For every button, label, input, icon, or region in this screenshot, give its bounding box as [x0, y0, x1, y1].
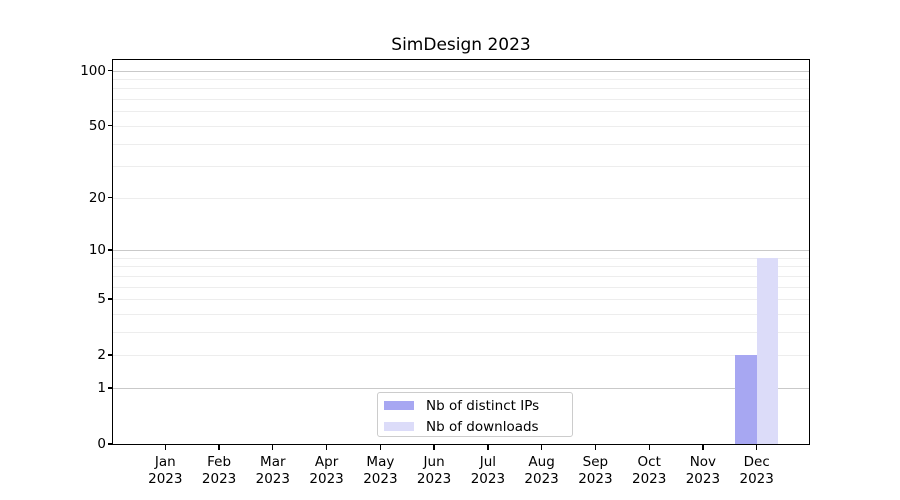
gridline-minor — [113, 143, 809, 145]
gridline-minor — [113, 166, 809, 168]
y-tick-mark — [108, 387, 113, 389]
gridline-minor — [113, 299, 809, 300]
x-tick-month: Jun — [423, 454, 445, 470]
x-tick-mark — [272, 445, 274, 450]
y-tick-mark — [108, 443, 113, 445]
x-tick-mark — [218, 445, 220, 450]
x-tick-year: 2023 — [201, 471, 237, 487]
y-tick-label: 1 — [97, 379, 106, 396]
y-tick-mark — [108, 354, 113, 356]
y-tick-label: 50 — [88, 117, 106, 134]
y-tick-mark — [108, 69, 113, 72]
gridline-minor — [113, 275, 809, 277]
gridline-minor — [113, 111, 809, 113]
gridline-minor — [113, 286, 809, 288]
y-tick-label: 10 — [88, 241, 106, 258]
x-tick-mark — [756, 445, 758, 450]
x-tick-year: 2023 — [363, 471, 398, 487]
y-tick-mark — [108, 196, 113, 199]
x-tick-year: 2023 — [416, 471, 452, 487]
gridline-minor — [113, 99, 809, 100]
bar-downloads — [756, 257, 779, 444]
gridline-major — [113, 70, 809, 72]
x-tick-year: 2023 — [148, 471, 183, 487]
gridline-major — [113, 387, 809, 389]
x-tick-month: Oct — [637, 454, 661, 470]
x-tick-label: Aug 2023 — [510, 454, 574, 488]
x-tick-mark — [702, 445, 704, 450]
x-tick-year: 2023 — [255, 471, 290, 487]
legend-swatch-distinct-ips — [384, 400, 414, 411]
x-tick-mark — [379, 445, 382, 450]
gridline-minor — [113, 88, 809, 90]
x-tick-month: Jul — [479, 454, 497, 470]
gridline-minor — [113, 197, 809, 199]
bar-distinct-ips — [735, 355, 757, 444]
x-tick-month: Apr — [314, 454, 339, 470]
x-tick-month: Sep — [582, 454, 609, 470]
x-tick-month: Dec — [743, 454, 770, 470]
x-tick-month: Jan — [154, 454, 176, 470]
x-tick-month: May — [366, 454, 395, 470]
legend-row-distinct-ips: Nb of distinct IPs — [384, 396, 572, 415]
y-tick-label: 0 — [97, 436, 106, 452]
x-tick-label: Sep 2023 — [563, 454, 627, 488]
legend-swatch-downloads — [384, 421, 414, 432]
gridline-minor — [113, 355, 809, 357]
x-tick-mark — [164, 445, 166, 450]
x-tick-label: Jul 2023 — [456, 454, 520, 488]
x-tick-label: Jun 2023 — [402, 454, 466, 488]
x-tick-year: 2023 — [470, 471, 506, 487]
x-tick-year: 2023 — [578, 471, 613, 487]
legend-label-distinct-ips: Nb of distinct IPs — [426, 397, 540, 414]
x-tick-month: Nov — [689, 454, 717, 470]
x-tick-mark — [540, 445, 543, 450]
x-tick-label: May 2023 — [348, 454, 412, 488]
legend-row-downloads: Nb of downloads — [384, 417, 572, 436]
x-tick-label: Apr 2023 — [295, 454, 359, 488]
x-tick-year: 2023 — [632, 471, 667, 487]
x-tick-month: Aug — [528, 454, 555, 470]
x-tick-mark — [433, 445, 435, 450]
x-tick-mark — [594, 445, 597, 450]
y-tick-label: 100 — [80, 62, 106, 79]
x-tick-year: 2023 — [524, 471, 559, 487]
x-tick-label: Jan 2023 — [133, 454, 197, 488]
x-tick-label: Mar 2023 — [241, 454, 305, 488]
x-tick-year: 2023 — [309, 471, 344, 487]
legend: Nb of distinct IPs Nb of downloads — [377, 392, 573, 437]
x-tick-month: Mar — [260, 454, 286, 470]
gridline-minor — [113, 78, 809, 80]
gridline-minor — [113, 331, 809, 333]
x-tick-label: Dec 2023 — [725, 454, 789, 488]
x-tick-mark — [325, 445, 328, 450]
gridline-minor — [113, 125, 809, 127]
y-tick-label: 5 — [97, 291, 106, 307]
y-tick-label: 20 — [88, 189, 106, 206]
gridline-minor — [113, 266, 809, 268]
plot-area — [112, 59, 810, 445]
legend-label-downloads: Nb of downloads — [426, 418, 539, 435]
gridline-minor — [113, 257, 809, 259]
x-tick-label: Oct 2023 — [617, 454, 681, 488]
x-tick-label: Feb 2023 — [187, 454, 251, 488]
x-tick-month: Feb — [207, 454, 232, 470]
y-tick-label: 2 — [97, 347, 106, 364]
x-tick-year: 2023 — [685, 471, 721, 487]
x-tick-year: 2023 — [739, 471, 774, 487]
y-tick-mark — [108, 125, 113, 127]
chart-title: SimDesign 2023 — [391, 35, 531, 55]
y-tick-mark — [108, 298, 113, 300]
y-tick-mark — [108, 249, 113, 251]
x-tick-mark — [487, 445, 489, 450]
gridline-major — [113, 249, 809, 251]
gridline-minor — [113, 313, 809, 315]
x-tick-label: Nov 2023 — [671, 454, 735, 488]
x-tick-mark — [648, 445, 650, 450]
